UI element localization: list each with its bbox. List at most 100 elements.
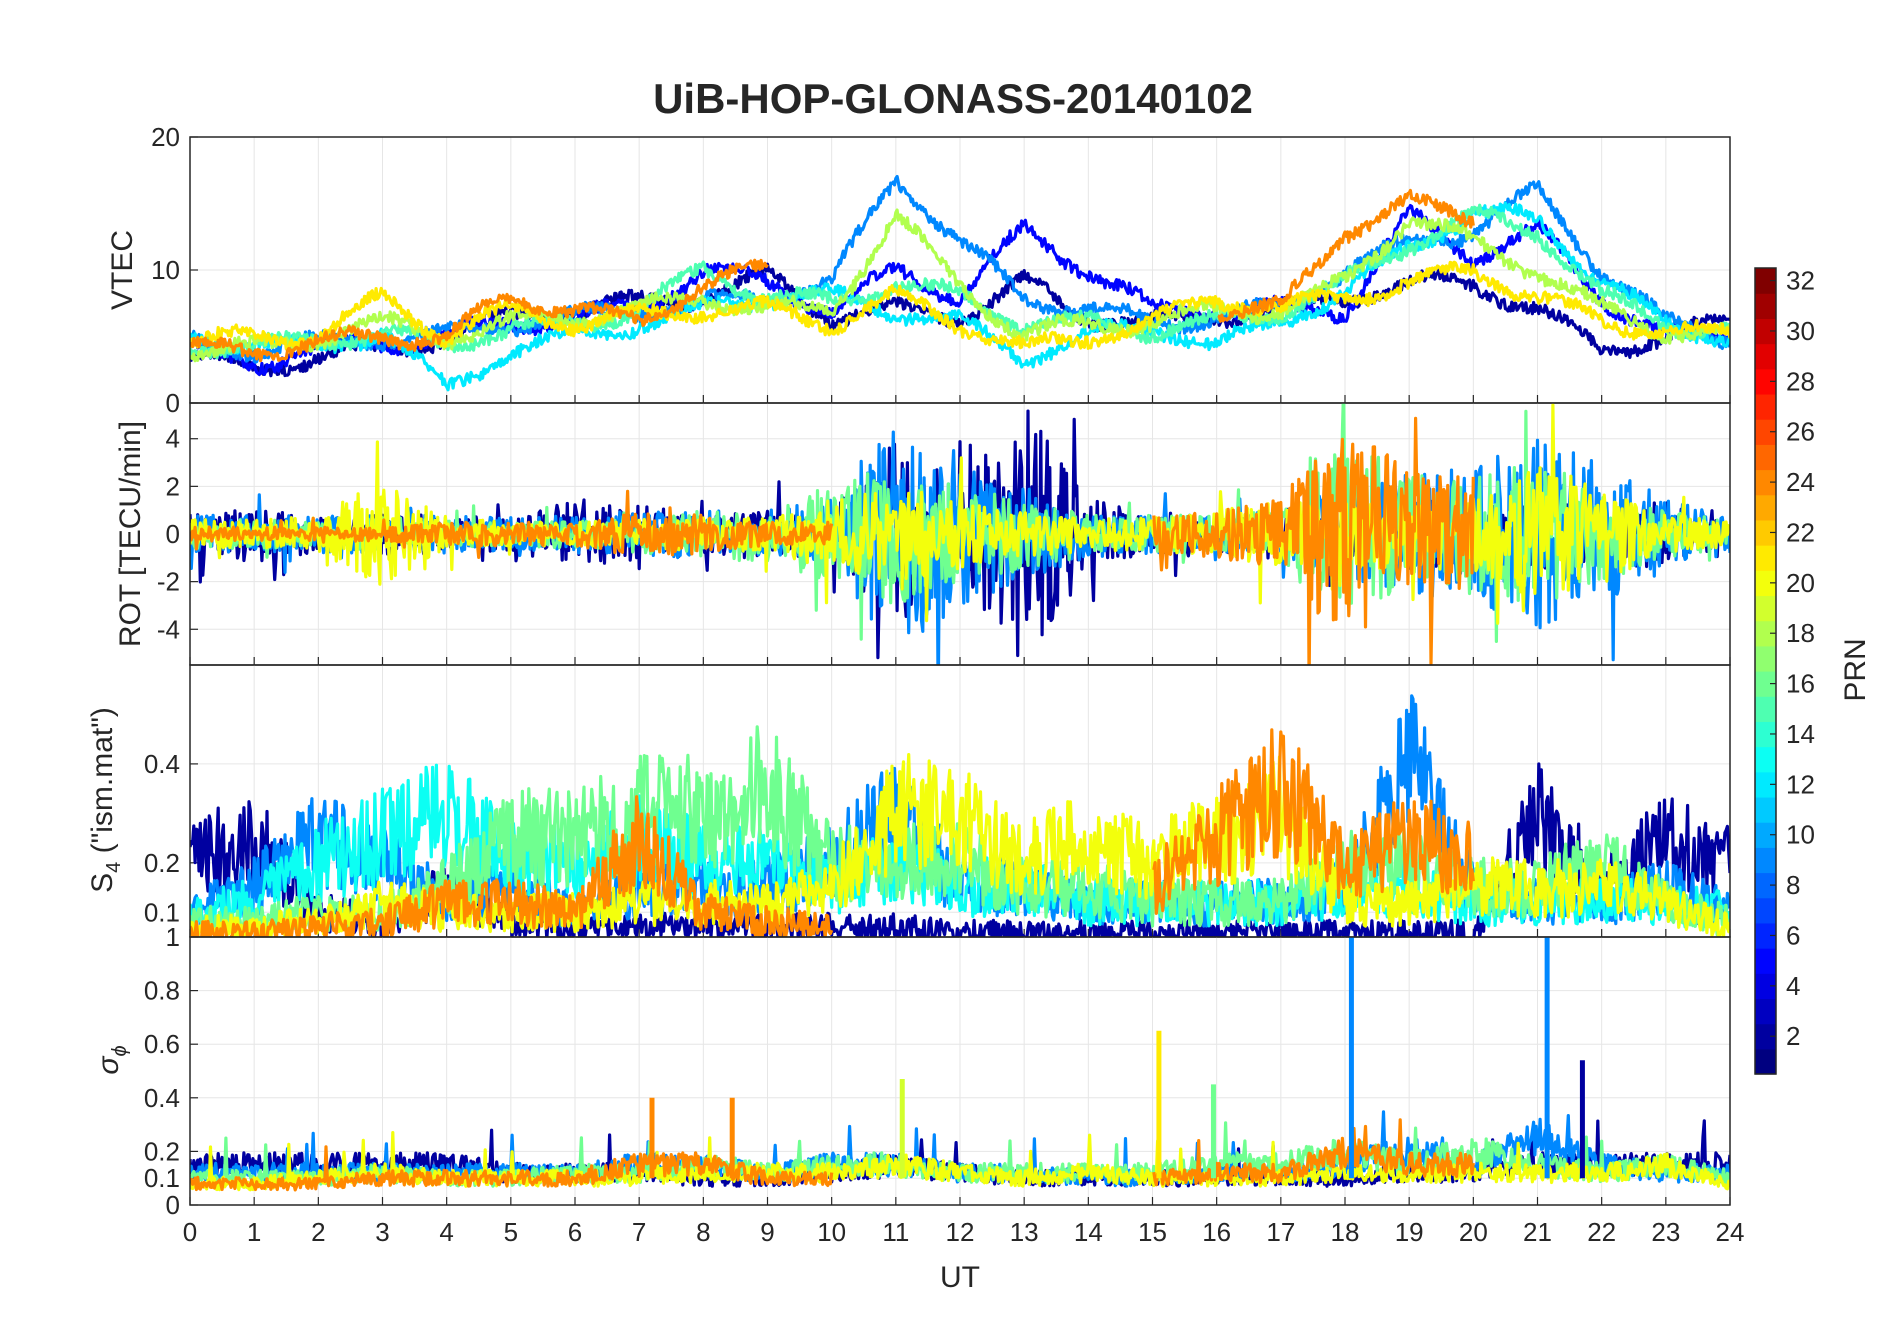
panel-vtec: 0 10 20 VTEC xyxy=(106,122,1731,418)
colorbar-band xyxy=(1755,393,1776,420)
colorbar-tick-label: 10 xyxy=(1786,820,1815,850)
colorbar-tick-label: 16 xyxy=(1786,669,1815,699)
rot-yticks: -4 -2 0 2 4 xyxy=(157,424,180,645)
sigma-ylabel-group: σϕ xyxy=(92,1045,131,1074)
s4-ylabel-s: S xyxy=(86,873,119,893)
colorbar-tick-label: 24 xyxy=(1786,467,1815,497)
sigma-axes-box xyxy=(189,936,1731,1206)
series-line-prn-24 xyxy=(1152,1118,1475,1187)
x-tick-label: 24 xyxy=(1716,1217,1745,1247)
colorbar-tick-label: 26 xyxy=(1786,417,1815,447)
vtec-series xyxy=(190,174,1730,392)
sigma-ylabel-sigma: σ xyxy=(92,1055,125,1075)
x-tick-label: 4 xyxy=(439,1217,453,1247)
colorbar-band xyxy=(1755,822,1776,848)
x-tick-label: 2 xyxy=(311,1217,325,1247)
colorbar-band xyxy=(1755,419,1776,445)
x-tick-label: 19 xyxy=(1395,1217,1424,1247)
colorbar-tick-label: 32 xyxy=(1786,266,1815,296)
colorbar-band xyxy=(1755,696,1776,722)
y-tick-label: 4 xyxy=(166,424,180,454)
panel-s4: 0.1 0.2 0.4 S4 ("ism.mat") xyxy=(86,664,1731,938)
s4-ylabel-sub: 4 xyxy=(103,862,125,873)
rot-series xyxy=(190,403,1730,665)
y-tick-label: 2 xyxy=(166,471,180,501)
colorbar-band xyxy=(1755,570,1776,597)
series-line-prn-24 xyxy=(190,489,834,560)
vtec-ylabel: VTEC xyxy=(106,230,139,310)
colorbar-band xyxy=(1755,771,1776,798)
colorbar-band xyxy=(1755,973,1776,1000)
colorbar-band xyxy=(1755,796,1776,823)
vtec-yticks: 0 10 20 xyxy=(151,122,180,418)
x-axis-label: UT xyxy=(940,1261,980,1294)
panel-rot: -4 -2 0 2 4 ROT [TECU/min] xyxy=(114,402,1731,666)
y-tick-label: 0.4 xyxy=(144,1083,180,1113)
y-tick-label: 0.1 xyxy=(144,1163,180,1193)
colorbar-band xyxy=(1755,671,1776,697)
x-tick-label: 6 xyxy=(568,1217,582,1247)
colorbar-frame xyxy=(1754,267,1777,1075)
series-line-prn-24 xyxy=(190,795,834,937)
colorbar-band xyxy=(1755,948,1776,974)
colorbar-tick-label: 4 xyxy=(1786,971,1800,1001)
colorbar-band xyxy=(1755,620,1776,647)
colorbar-tick-label: 2 xyxy=(1786,1021,1800,1051)
x-tick-label: 21 xyxy=(1523,1217,1552,1247)
colorbar-tick-label: 12 xyxy=(1786,769,1815,799)
x-tick-label: 0 xyxy=(183,1217,197,1247)
colorbar-tick-label: 22 xyxy=(1786,517,1815,547)
x-tick-label: 15 xyxy=(1138,1217,1167,1247)
colorbar-label: PRN xyxy=(1839,638,1872,701)
y-tick-label: -2 xyxy=(157,567,180,597)
colorbar-band xyxy=(1755,1023,1776,1050)
colorbar-tick-label: 6 xyxy=(1786,920,1800,950)
s4-ylabel-rest: ("ism.mat") xyxy=(86,707,119,862)
x-tick-label: 8 xyxy=(696,1217,710,1247)
colorbar-band xyxy=(1755,268,1776,294)
colorbar-tick-label: 18 xyxy=(1786,618,1815,648)
x-tick-label: 17 xyxy=(1266,1217,1295,1247)
y-tick-label: 10 xyxy=(151,255,180,285)
colorbar-band xyxy=(1755,897,1776,924)
panel-sigma: 00.10.20.40.60.81 0 1 2 3 4 5 6 7 8 9 10 11 12 13 14 15… xyxy=(92,922,1744,1294)
x-tick-label: 11 xyxy=(882,1217,909,1247)
x-tick-label: 16 xyxy=(1202,1217,1231,1247)
colorbar-band xyxy=(1755,545,1776,571)
colorbar-bands xyxy=(1755,268,1776,1075)
colorbar-band xyxy=(1755,847,1776,874)
colorbar-band xyxy=(1755,1048,1776,1075)
series-line-prn-24 xyxy=(1152,728,1475,915)
x-tick-label: 3 xyxy=(375,1217,389,1247)
y-tick-label: 0.2 xyxy=(144,848,180,878)
x-tick-label: 22 xyxy=(1587,1217,1616,1247)
rot-ylabel: ROT [TECU/min] xyxy=(114,421,147,647)
x-tick-label: 14 xyxy=(1074,1217,1103,1247)
colorbar-tick-label: 14 xyxy=(1786,719,1815,749)
s4-ylabel-group: S4 ("ism.mat") xyxy=(86,707,125,893)
x-tick-label: 23 xyxy=(1651,1217,1680,1247)
colorbar-band xyxy=(1755,872,1776,899)
sigma-yticks: 00.10.2 0.4 0.6 0.8 1 xyxy=(144,922,180,1220)
colorbar-band xyxy=(1755,645,1776,672)
x-tick-label: 7 xyxy=(632,1217,646,1247)
y-tick-label: 0.1 xyxy=(144,897,180,927)
y-tick-label: 0 xyxy=(166,519,180,549)
colorbar-band xyxy=(1755,595,1776,622)
s4-ylabel: S4 ("ism.mat") xyxy=(86,707,125,893)
y-tick-label: 0.8 xyxy=(144,976,180,1006)
y-tick-label: 20 xyxy=(151,122,180,152)
x-tick-label: 20 xyxy=(1459,1217,1488,1247)
series-line-prn-24 xyxy=(1152,416,1475,665)
sigma-series xyxy=(190,937,1730,1192)
series-line-prn-24 xyxy=(190,1145,834,1192)
colorbar-tick-label: 28 xyxy=(1786,366,1815,396)
sigma-xticks: 0 1 2 3 4 5 6 7 8 9 10 11 12 13 14 15 16 17 18 19 20 21 22 23 24 xyxy=(183,1217,1745,1247)
y-tick-label: -4 xyxy=(157,614,180,644)
series-line-prn-24 xyxy=(190,258,769,363)
colorbar-band xyxy=(1755,494,1776,521)
x-tick-label: 5 xyxy=(504,1217,518,1247)
colorbar-band xyxy=(1755,922,1776,949)
